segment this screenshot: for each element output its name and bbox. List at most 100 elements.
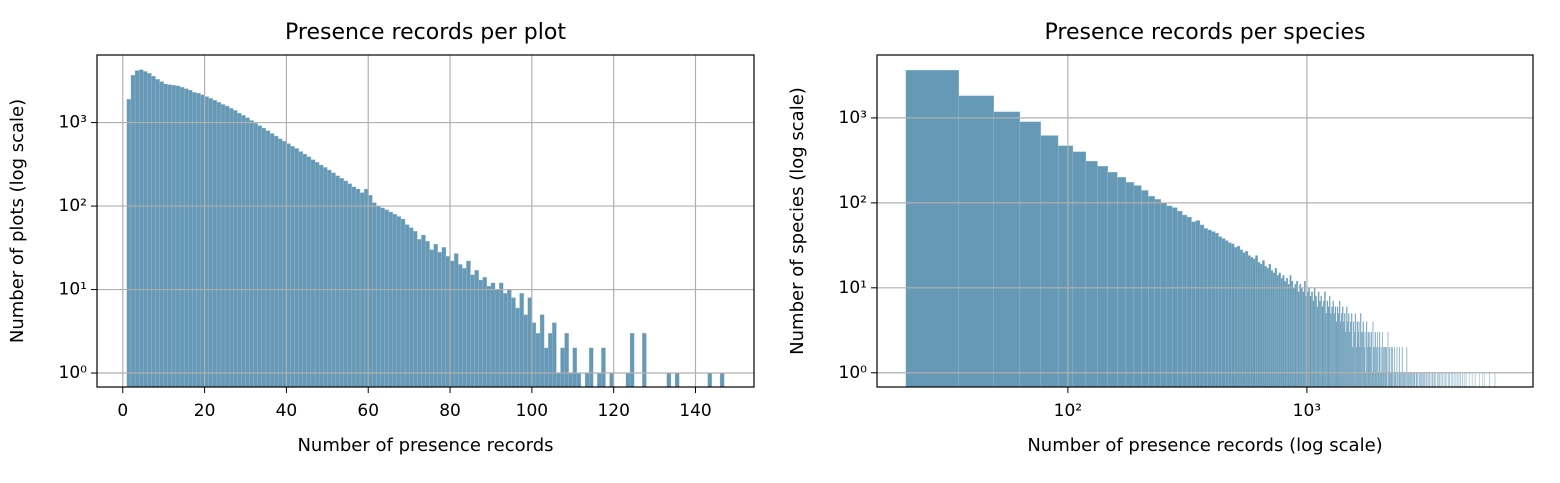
x-axis-label: Number of presence records (log scale) <box>1027 435 1382 456</box>
bar <box>1252 258 1256 388</box>
bar <box>318 164 324 388</box>
bar <box>237 112 242 388</box>
bar <box>392 214 398 388</box>
bar <box>1221 238 1226 388</box>
bar <box>212 100 218 388</box>
bar <box>1405 372 1407 388</box>
bar <box>335 175 340 388</box>
bar <box>302 153 308 388</box>
bar <box>1397 372 1399 388</box>
bar <box>1416 372 1418 388</box>
bar <box>543 347 549 388</box>
bar <box>286 143 291 388</box>
y-tick-label: 10⁰ <box>59 363 88 383</box>
bar <box>449 260 455 388</box>
axes-frame <box>876 54 1534 388</box>
bar <box>466 260 471 388</box>
bar <box>306 156 312 388</box>
bar <box>1195 220 1201 388</box>
bar <box>355 188 361 388</box>
bar <box>1218 236 1223 388</box>
x-tick-label: 100 <box>516 401 548 421</box>
bar <box>1154 199 1162 388</box>
bar <box>1299 284 1302 388</box>
bar <box>572 347 578 388</box>
bar <box>1266 268 1269 388</box>
bar <box>523 314 528 388</box>
bar <box>204 96 209 388</box>
bar <box>1339 300 1341 388</box>
bar <box>1284 280 1287 388</box>
bar <box>1292 287 1295 388</box>
chart-title: Presence records per species <box>1045 20 1366 45</box>
bar <box>1340 321 1342 388</box>
bar <box>261 127 267 388</box>
bar <box>1312 300 1315 388</box>
bar <box>245 117 250 388</box>
bar <box>1326 300 1329 388</box>
bar <box>1225 240 1229 388</box>
bar <box>1344 313 1346 388</box>
bar <box>1278 272 1281 388</box>
bar <box>470 274 475 388</box>
bar <box>339 178 344 388</box>
bar <box>396 216 402 388</box>
bar <box>143 71 148 388</box>
bar <box>1411 372 1413 388</box>
bar <box>666 372 672 388</box>
bar <box>1332 300 1334 388</box>
bar <box>310 159 316 388</box>
bar <box>1291 280 1294 388</box>
bar <box>1308 287 1311 388</box>
bar <box>376 205 381 388</box>
bar <box>368 195 373 388</box>
bar <box>1237 245 1241 388</box>
bar <box>351 186 357 388</box>
x-axis-label: Number of presence records <box>297 435 553 456</box>
x-tick-label: 10³ <box>1293 401 1321 421</box>
bar <box>429 249 434 388</box>
bar <box>1412 372 1414 388</box>
bar <box>1282 275 1285 388</box>
bar <box>196 93 201 388</box>
bar <box>200 94 205 388</box>
x-tick-label: 0 <box>117 401 128 421</box>
x-tick-label: 80 <box>439 401 461 421</box>
bar <box>1242 252 1246 388</box>
x-tick-label: 10² <box>1054 401 1082 421</box>
bar <box>564 333 569 388</box>
bar <box>171 85 177 388</box>
bar <box>458 264 463 388</box>
bar <box>568 372 573 388</box>
bar <box>445 256 451 388</box>
bar <box>208 98 213 388</box>
bar <box>535 333 541 388</box>
bar <box>478 279 483 388</box>
bar <box>441 247 447 388</box>
bar <box>1395 372 1397 388</box>
bar <box>1325 313 1327 388</box>
bar <box>1257 262 1261 388</box>
bar <box>372 202 377 388</box>
bar <box>1401 347 1403 388</box>
bar <box>331 172 336 388</box>
bar <box>216 102 222 388</box>
chart-title: Presence records per plot <box>285 20 566 45</box>
bar <box>552 322 557 388</box>
bar <box>1166 205 1173 388</box>
bar <box>298 151 303 388</box>
bar <box>674 372 680 388</box>
bar <box>1274 268 1278 388</box>
bar <box>167 84 173 388</box>
bar <box>1287 284 1290 388</box>
y-tick-label: 10¹ <box>59 280 87 300</box>
bar <box>282 140 287 388</box>
bar <box>462 268 467 388</box>
bar <box>228 108 234 388</box>
bar <box>363 188 369 388</box>
bar <box>380 207 385 388</box>
bar <box>327 169 332 388</box>
bar <box>1107 171 1118 388</box>
bar <box>175 85 181 388</box>
